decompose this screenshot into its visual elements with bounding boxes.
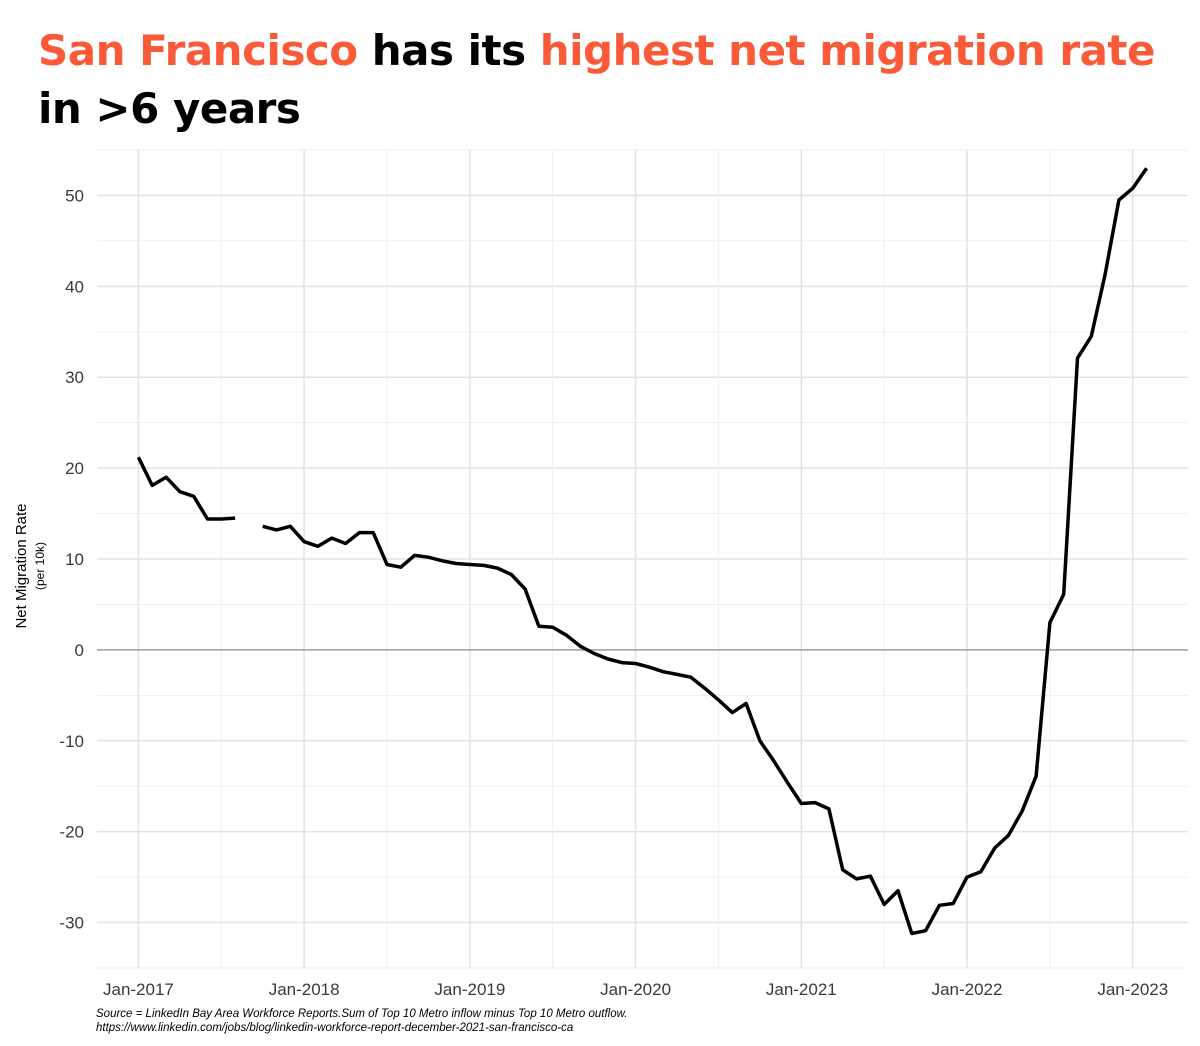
title-text-middle: has its — [357, 26, 540, 75]
y-axis-label-sub: (per 10k) — [33, 542, 47, 590]
series-line-segment — [262, 167, 1149, 936]
x-tick-label: Jan-2023 — [1097, 980, 1168, 999]
chart-title: San Francisco has its highest net migrat… — [38, 22, 1188, 138]
series-line-segment — [136, 456, 236, 521]
y-axis-label: Net Migration Rate — [13, 503, 30, 628]
y-tick-label: 0 — [75, 641, 84, 660]
y-tick-label: -20 — [59, 823, 84, 842]
title-highlight-metric: highest net migration rate — [539, 26, 1156, 75]
y-tick-label: 50 — [65, 186, 84, 205]
y-tick-label: 10 — [65, 550, 84, 569]
y-tick-label: 20 — [65, 459, 84, 478]
y-tick-label: 40 — [65, 277, 84, 296]
x-axis-tick-labels: Jan-2017 Jan-2018 Jan-2019 Jan-2020 Jan-2021… — [103, 980, 1168, 999]
y-tick-label: -30 — [59, 914, 84, 933]
series-line — [136, 167, 1149, 936]
source-line-2: https://www.linkedin.com/jobs/blog/linke… — [96, 1022, 574, 1034]
x-tick-label: Jan-2022 — [932, 980, 1003, 999]
source-note: Source = LinkedIn Bay Area Workforce Rep… — [96, 1007, 628, 1035]
x-tick-label: Jan-2019 — [434, 980, 505, 999]
y-axis-tick-labels: -30 -20 -10 0 10 20 30 40 50 — [59, 186, 84, 932]
title-highlight-city: San Francisco — [38, 26, 358, 75]
y-tick-label: 30 — [65, 368, 84, 387]
title-text-end: in >6 years — [38, 84, 301, 133]
x-tick-label: Jan-2020 — [600, 980, 671, 999]
source-line-1: Source = LinkedIn Bay Area Workforce Rep… — [96, 1008, 628, 1020]
grid — [97, 149, 1188, 969]
y-tick-label: -10 — [59, 732, 84, 751]
x-tick-label: Jan-2018 — [269, 980, 340, 999]
x-tick-label: Jan-2017 — [103, 980, 174, 999]
x-tick-label: Jan-2021 — [766, 980, 837, 999]
